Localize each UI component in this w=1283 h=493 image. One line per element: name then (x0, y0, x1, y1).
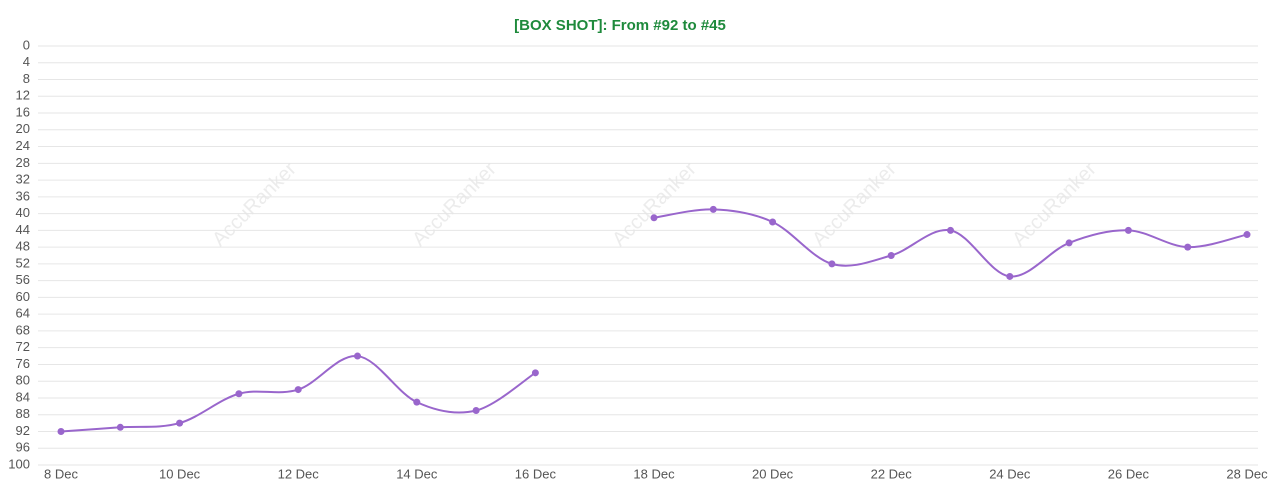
x-tick-label: 16 Dec (515, 466, 557, 481)
chart-title: [BOX SHOT]: From #92 to #45 (514, 17, 726, 34)
y-tick-label: 96 (16, 440, 30, 455)
point (413, 398, 421, 406)
y-tick-label: 20 (16, 121, 30, 136)
x-tick-label: 10 Dec (159, 466, 201, 481)
y-tick-label: 48 (16, 239, 30, 254)
y-tick-label: 8 (23, 71, 30, 86)
x-tick-label: 14 Dec (396, 466, 438, 481)
y-tick-label: 64 (16, 306, 30, 321)
y-tick-label: 76 (16, 356, 30, 371)
watermark: AccuRanker (608, 158, 701, 251)
point (531, 369, 539, 377)
point (472, 407, 480, 415)
point (769, 218, 777, 226)
x-tick-label: 24 Dec (989, 466, 1031, 481)
x-tick-label: 8 Dec (44, 466, 78, 481)
x-tick-label: 18 Dec (633, 466, 675, 481)
y-tick-label: 16 (16, 104, 30, 119)
x-tick-label: 12 Dec (278, 466, 320, 481)
y-tick-label: 28 (16, 155, 30, 170)
watermark: AccuRanker (408, 158, 501, 251)
point (1065, 239, 1073, 247)
point (1124, 226, 1132, 234)
y-tick-label: 84 (16, 389, 30, 404)
y-tick-label: 24 (16, 138, 30, 153)
y-tick-label: 68 (16, 322, 30, 337)
point (294, 386, 302, 394)
y-tick-label: 88 (16, 406, 30, 421)
point (1184, 243, 1192, 251)
watermark: AccuRanker (808, 158, 901, 251)
x-tick-label: 26 Dec (1108, 466, 1150, 481)
y-tick-label: 60 (16, 289, 30, 304)
point (887, 252, 895, 259)
point (235, 390, 243, 398)
y-tick-label: 40 (16, 205, 30, 220)
point (354, 352, 361, 360)
y-tick-label: 36 (16, 188, 30, 203)
x-tick-label: 20 Dec (752, 466, 794, 481)
y-tick-label: 52 (16, 255, 30, 270)
y-tick-label: 100 (8, 456, 30, 471)
point (57, 427, 65, 435)
point (176, 419, 184, 427)
y-tick-label: 92 (16, 423, 30, 438)
point (650, 214, 658, 222)
point (1006, 272, 1014, 280)
y-tick-label: 0 (23, 37, 30, 52)
x-tick-label: 28 Dec (1226, 466, 1268, 481)
y-tick-label: 44 (16, 222, 30, 237)
point (116, 423, 124, 431)
point (947, 226, 954, 234)
point (828, 260, 836, 268)
x-tick-label: 22 Dec (871, 466, 913, 481)
point (1243, 231, 1251, 239)
y-tick-label: 56 (16, 272, 30, 287)
watermark: AccuRanker (208, 158, 301, 251)
y-tick-label: 12 (16, 88, 30, 103)
y-tick-label: 4 (23, 54, 30, 69)
y-tick-label: 72 (16, 339, 30, 354)
y-tick-label: 32 (16, 172, 30, 187)
point (709, 205, 717, 213)
y-tick-label: 80 (16, 373, 30, 388)
